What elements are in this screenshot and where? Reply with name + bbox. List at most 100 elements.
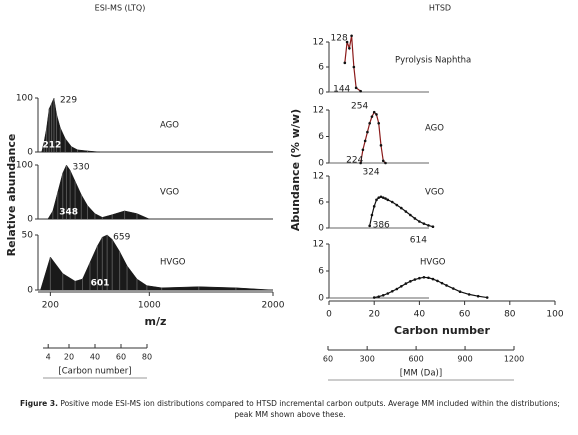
chart: ESI-MS (LTQ) Relative abundance 0 100 AGO 229… (5, 4, 564, 381)
data-point (418, 220, 421, 223)
data-point (413, 217, 417, 220)
distribution-line (360, 111, 386, 164)
data-point (370, 115, 374, 118)
y-tick-label: 0 (27, 215, 33, 225)
data-point (476, 294, 480, 298)
average-label: 386 (373, 221, 390, 231)
peak-label: 330 (72, 163, 89, 173)
x-tick-label: 20 (368, 310, 380, 320)
caption-label: Figure 3. (20, 399, 58, 408)
y-tick-label: 0 (318, 88, 324, 98)
y-tick-label: 6 (318, 267, 324, 277)
data-point (377, 121, 381, 125)
data-point (363, 139, 367, 143)
y-tick-label: 6 (318, 63, 324, 73)
x2-tick-label: 60 (323, 355, 333, 364)
x2-tick-label: 300 (360, 355, 375, 364)
data-point (404, 210, 408, 213)
x2-tick-label: 40 (90, 353, 100, 362)
peak-label: 229 (60, 96, 77, 106)
data-point (379, 144, 383, 147)
data-point (386, 292, 390, 295)
panel-label: HVGO (160, 258, 186, 268)
data-point (377, 295, 381, 298)
y-tick-label: 50 (22, 231, 34, 241)
caption: Figure 3. Positive mode ESI-MS ion distr… (10, 398, 570, 420)
average-label: 348 (59, 208, 78, 218)
y-tick-label: 0 (318, 159, 324, 169)
y-tick-label: 12 (313, 172, 324, 182)
data-point (372, 205, 376, 208)
data-point (386, 198, 390, 202)
data-point (431, 277, 435, 281)
data-point (458, 290, 462, 294)
data-point (354, 86, 358, 90)
panel-label: VGO (425, 188, 444, 198)
y-tick-label: 0 (27, 286, 33, 296)
data-point (418, 276, 421, 280)
panel-label: AGO (160, 121, 179, 131)
data-point (372, 296, 376, 299)
y-tick-label: 0 (27, 148, 33, 158)
data-point (400, 206, 403, 210)
data-point (381, 196, 385, 199)
data-point (368, 224, 371, 228)
x-tick-label: 60 (459, 310, 471, 320)
data-point (436, 279, 439, 283)
data-point (431, 225, 435, 228)
data-point (348, 46, 351, 50)
data-point (350, 34, 353, 38)
data-point (372, 110, 376, 114)
data-point (422, 222, 426, 225)
y-tick-label: 0 (318, 294, 324, 304)
x-tick-label: 40 (414, 310, 426, 320)
data-point (467, 293, 471, 296)
y-tick-label: 100 (16, 94, 33, 104)
data-point (422, 276, 426, 279)
x-axis-label: Carbon number (394, 324, 490, 337)
chart-title: ESI-MS (LTQ) (95, 4, 146, 13)
x2-tick-label: 80 (142, 353, 152, 362)
data-point (375, 113, 378, 116)
peak-label: 614 (410, 236, 427, 246)
data-point (345, 40, 349, 44)
peak-label: 659 (113, 233, 130, 243)
data-point (379, 195, 383, 199)
data-point (413, 278, 417, 281)
data-point (368, 121, 371, 125)
x2-tick-label: 1200 (504, 355, 524, 364)
data-point (381, 294, 385, 297)
data-point (366, 130, 369, 134)
data-point (395, 287, 399, 291)
x-tick-label: 2000 (262, 301, 285, 311)
data-point (377, 196, 381, 199)
data-point (485, 296, 489, 299)
data-point (381, 159, 385, 163)
data-point (370, 213, 374, 217)
x2-tick-label: 4 (46, 353, 51, 362)
data-point (395, 203, 399, 207)
x2-tick-label: 60 (116, 353, 126, 362)
x2-tick-label: 20 (64, 353, 74, 362)
x-tick-label: 0 (326, 310, 332, 320)
x-tick-label: 1000 (138, 301, 161, 311)
data-point (390, 289, 394, 293)
data-point (390, 200, 394, 204)
panel-label: Pyrolysis Naphtha (395, 56, 471, 66)
data-point (359, 89, 362, 93)
average-label: 601 (91, 279, 110, 289)
data-point (409, 280, 412, 283)
distribution-line (344, 35, 361, 92)
data-point (384, 161, 387, 165)
panel-label: AGO (425, 124, 444, 134)
average-label: 224 (346, 156, 363, 166)
data-point (359, 161, 362, 165)
data-point (409, 213, 412, 217)
y-tick-label: 100 (16, 161, 33, 171)
x2-axis-label: [Carbon number] (58, 367, 131, 377)
average-label: 212 (42, 141, 61, 151)
panel-label: VGO (160, 188, 179, 198)
data-point (452, 287, 455, 290)
y-tick-label: 6 (318, 198, 324, 208)
x2-tick-label: 900 (457, 355, 472, 364)
